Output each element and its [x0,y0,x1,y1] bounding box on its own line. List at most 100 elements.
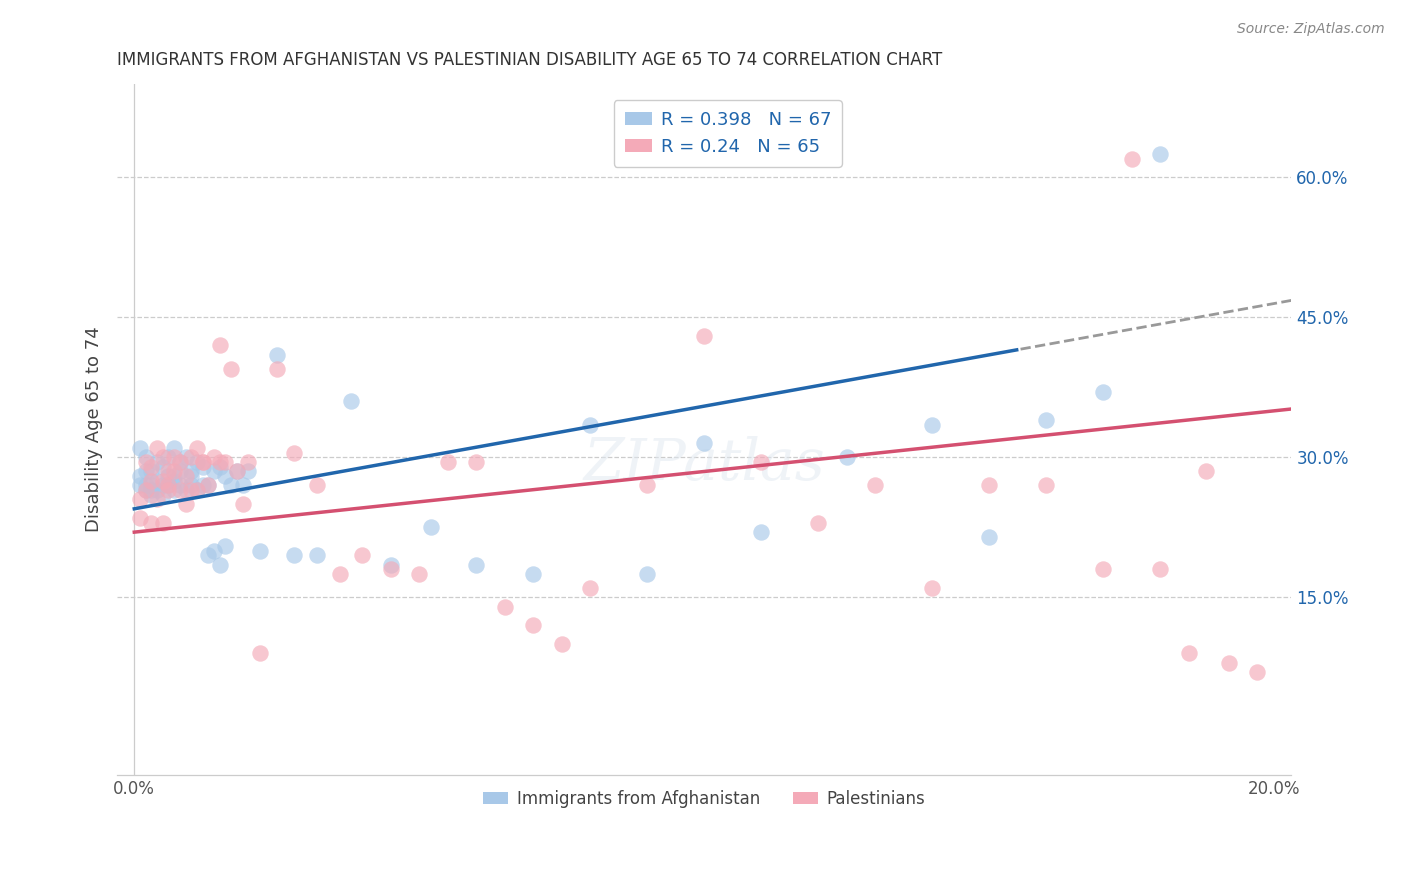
Point [141,465,163,479]
Point [266,361,288,376]
Point [1092,385,1115,400]
Point [979,530,1001,544]
Point [340,394,363,409]
Point [129,511,152,525]
Point [186,483,208,497]
Point [208,455,231,469]
Point [202,465,225,479]
Point [579,417,602,432]
Point [135,455,157,469]
Point [163,474,186,488]
Point [208,338,231,352]
Point [180,478,202,492]
Point [174,483,197,497]
Point [1195,465,1218,479]
Point [135,478,157,492]
Point [163,441,186,455]
Point [249,543,271,558]
Point [191,459,214,474]
Point [238,465,260,479]
Point [208,558,231,572]
Point [249,647,271,661]
Point [1178,647,1201,661]
Point [214,469,236,483]
Point [225,465,247,479]
Point [174,450,197,465]
Point [749,525,772,540]
Point [129,441,152,455]
Point [197,478,219,492]
Point [180,469,202,483]
Point [693,436,716,450]
Point [551,637,574,651]
Point [1092,562,1115,576]
Point [129,478,152,492]
Point [186,455,208,469]
Point [202,450,225,465]
Point [169,455,191,469]
Text: Source: ZipAtlas.com: Source: ZipAtlas.com [1237,22,1385,37]
Point [1149,562,1171,576]
Point [163,483,186,497]
Point [157,450,180,465]
Point [191,455,214,469]
Point [197,549,219,563]
Point [169,478,191,492]
Point [141,478,163,492]
Point [1121,152,1143,166]
Point [169,465,191,479]
Point [522,618,544,632]
Point [152,478,174,492]
Point [436,455,458,469]
Point [157,469,180,483]
Point [163,450,186,465]
Point [238,455,260,469]
Point [305,478,328,492]
Point [380,558,402,572]
Point [141,474,163,488]
Point [465,558,488,572]
Point [157,465,180,479]
Point [352,549,374,563]
Text: IMMIGRANTS FROM AFGHANISTAN VS PALESTINIAN DISABILITY AGE 65 TO 74 CORRELATION C: IMMIGRANTS FROM AFGHANISTAN VS PALESTINI… [117,51,942,69]
Point [146,492,169,507]
Point [202,543,225,558]
Point [208,459,231,474]
Point [129,492,152,507]
Point [219,478,242,492]
Point [186,483,208,497]
Point [1035,413,1057,427]
Point [305,549,328,563]
Point [921,581,943,595]
Point [163,469,186,483]
Point [141,488,163,502]
Point [197,478,219,492]
Point [163,465,186,479]
Point [169,483,191,497]
Point [328,567,350,582]
Point [152,459,174,474]
Point [180,483,202,497]
Point [214,455,236,469]
Point [921,417,943,432]
Point [129,469,152,483]
Point [157,478,180,492]
Point [174,497,197,511]
Point [146,474,169,488]
Point [283,446,305,460]
Point [157,483,180,497]
Point [693,329,716,343]
Point [152,516,174,530]
Point [1035,478,1057,492]
Point [465,455,488,469]
Point [135,483,157,497]
Point [283,549,305,563]
Point [232,478,254,492]
Point [135,465,157,479]
Legend: Immigrants from Afghanistan, Palestinians: Immigrants from Afghanistan, Palestinian… [477,783,932,814]
Point [835,450,858,465]
Point [135,450,157,465]
Point [408,567,430,582]
Point [141,516,163,530]
Point [579,581,602,595]
